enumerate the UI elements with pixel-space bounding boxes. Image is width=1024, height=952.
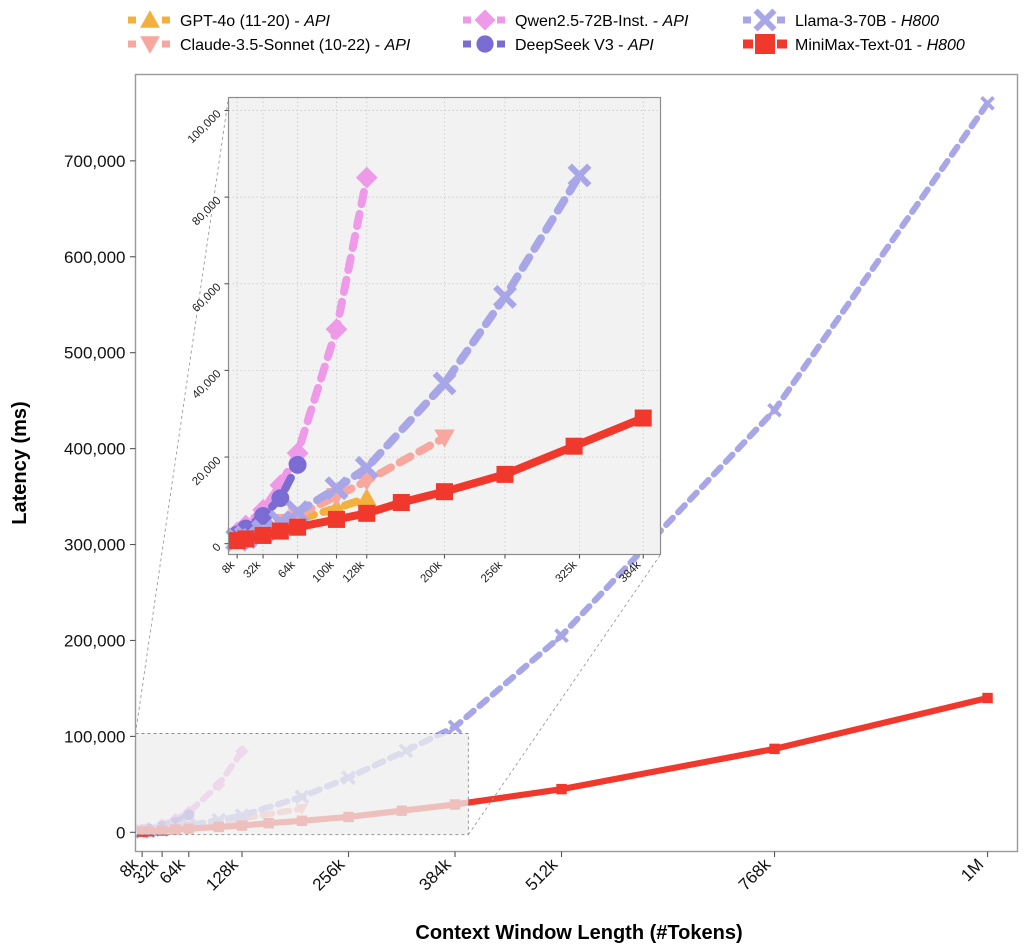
data-point-triangle-down: [434, 429, 455, 448]
legend-item-claude-3-5-sonnet-10-22[interactable]: Claude-3.5-Sonnet (10-22) - API: [128, 36, 411, 54]
y-tick-label: 400,000: [64, 440, 125, 459]
data-point-square: [392, 494, 410, 512]
data-point-square: [358, 504, 376, 522]
data-point-diamond: [325, 318, 348, 341]
legend-label-main: GPT-4o (11-20) -: [180, 13, 304, 30]
data-point-circle: [271, 489, 290, 508]
legend-label: Llama-3-70B - H800: [795, 13, 939, 30]
main-y-axis-ticks: 0 100,000 200,000 300,000 400,000 500,000 600,…: [64, 152, 136, 842]
inset-series-layer: [225, 163, 652, 552]
y-tick-label: 100,000: [64, 727, 125, 746]
legend-label-hardware: H800: [901, 13, 939, 30]
legend-item-gpt-4o-11-20[interactable]: GPT-4o (11-20) - API: [128, 10, 331, 30]
data-point-square: [565, 437, 583, 455]
legend-label-hardware: H800: [927, 37, 965, 54]
data-point-square: [271, 522, 289, 540]
data-point-circle: [254, 507, 272, 525]
data-point-square: [769, 743, 780, 755]
data-point-x: [567, 163, 592, 188]
legend-dash-left: [463, 40, 471, 48]
data-point-x: [432, 371, 457, 396]
data-point-square: [496, 465, 514, 483]
legend-label-main: Qwen2.5-72B-Inst. -: [515, 13, 663, 30]
y-tick-label: 0: [116, 823, 125, 842]
legend-label: Qwen2.5-72B-Inst. - API: [515, 13, 689, 30]
data-point-triangle-down: [356, 472, 377, 492]
data-point-square: [556, 783, 567, 795]
chart-legend: GPT-4o (11-20) - API Qwen2.5-72B-Inst. - …: [128, 8, 965, 54]
data-point-x: [767, 402, 782, 418]
legend-dash-right: [777, 39, 787, 49]
legend-dash-left: [128, 16, 136, 24]
zoom-connector-left: [135, 97, 229, 734]
data-point-x: [285, 500, 310, 524]
series-minimax-text-01: [228, 409, 652, 550]
legend-label-hardware: API: [303, 13, 330, 30]
legend-item-llama-3-70b[interactable]: Llama-3-70B - H800: [743, 8, 939, 32]
legend-marker-triangle-down: [140, 36, 160, 54]
data-point-square: [254, 526, 272, 544]
legend-label-main: Claude-3.5-Sonnet (10-22) -: [180, 37, 385, 54]
legend-dash-left: [743, 16, 751, 24]
series-line: [233, 171, 584, 544]
legend-label-main: DeepSeek V3 -: [515, 37, 628, 54]
main-axes-frame: [134, 73, 1019, 853]
legend-marker-diamond: [474, 9, 496, 31]
legend-marker-triangle-up: [140, 10, 160, 28]
legend-dash-left: [128, 40, 136, 48]
data-point-circle: [288, 455, 307, 474]
legend-label: MiniMax-Text-01 - H800: [795, 37, 965, 54]
legend-dash-left: [743, 39, 753, 49]
legend-label-hardware: API: [627, 37, 654, 54]
data-point-square: [289, 518, 307, 536]
legend-marker-square: [755, 34, 775, 54]
legend-label-main: Llama-3-70B -: [795, 13, 901, 30]
y-tick-label: 200,000: [64, 631, 125, 650]
data-point-square: [328, 510, 345, 528]
zoom-callout: [135, 97, 661, 836]
legend-label-main: MiniMax-Text-01 -: [795, 37, 927, 54]
data-point-x: [493, 284, 517, 309]
legend-marker-x: [753, 8, 777, 32]
legend-marker-circle: [476, 35, 494, 53]
data-point-square: [237, 530, 255, 548]
y-tick-label: 300,000: [64, 536, 125, 555]
y-axis-title: Latency (ms): [9, 401, 31, 524]
data-point-square: [436, 483, 453, 501]
data-point-triangle-up: [356, 487, 377, 507]
legend-dash-right: [497, 40, 505, 48]
data-point-square: [982, 692, 993, 704]
data-point-x: [354, 455, 379, 480]
legend-label: DeepSeek V3 - API: [515, 37, 654, 54]
legend-dash-left: [463, 16, 471, 24]
legend-label: Claude-3.5-Sonnet (10-22) - API: [180, 37, 411, 54]
legend-dash-right: [162, 40, 170, 48]
legend-dash-right: [497, 16, 505, 24]
data-point-square: [634, 409, 652, 427]
data-point-x: [324, 476, 349, 501]
legend-label-hardware: API: [662, 13, 689, 30]
legend-dash-right: [162, 16, 170, 24]
legend-label-hardware: API: [384, 37, 411, 54]
y-tick-label: 600,000: [64, 248, 125, 267]
inset-plot-area: 8k 32k 64k 100k 128k 200k 256k 325k 384k 020,000…: [186, 96, 662, 585]
data-point-x: [447, 719, 463, 735]
zoom-connector-right: [467, 554, 661, 835]
zoom-source-rect: [135, 733, 469, 836]
legend-item-deepseek-v3[interactable]: DeepSeek V3 - API: [463, 35, 654, 54]
legend-label: GPT-4o (11-20) - API: [180, 13, 331, 30]
y-tick-label: 500,000: [64, 344, 125, 363]
data-point-x: [554, 628, 569, 643]
x-axis-title: Context Window Length (#Tokens): [415, 922, 742, 944]
legend-item-minimax-text-01[interactable]: MiniMax-Text-01 - H800: [743, 34, 965, 54]
legend-item-qwen2-5-72b-inst[interactable]: Qwen2.5-72B-Inst. - API: [463, 9, 689, 31]
legend-dash-right: [777, 16, 785, 24]
data-point-x: [980, 95, 995, 111]
data-point-diamond: [355, 166, 378, 189]
y-tick-label: 700,000: [64, 152, 125, 171]
